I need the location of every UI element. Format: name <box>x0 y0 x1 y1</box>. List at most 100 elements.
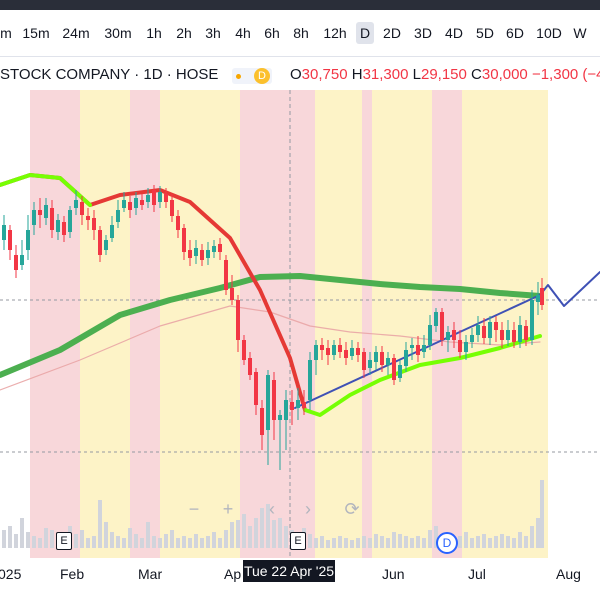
candle-body <box>386 358 390 365</box>
timeframe-d[interactable]: D <box>356 22 374 44</box>
volume-bar <box>470 538 474 548</box>
timeframe-15m[interactable]: 15m <box>22 25 50 41</box>
volume-bar <box>164 534 168 548</box>
timeframe-8h[interactable]: 8h <box>293 25 309 41</box>
timeframe-24m[interactable]: 24m <box>62 25 90 41</box>
volume-bar <box>392 532 396 548</box>
candle-body <box>524 326 528 340</box>
time-axis-label: Aug <box>556 566 581 582</box>
timeframe-2h[interactable]: 2h <box>176 25 192 41</box>
candle-body <box>140 200 144 205</box>
candle-body <box>212 246 216 252</box>
volume-bar <box>386 538 390 548</box>
scroll-right-button[interactable]: › <box>305 499 311 519</box>
timeframe-6d[interactable]: 6D <box>506 25 524 41</box>
volume-bar <box>398 534 402 548</box>
zoom-in-button[interactable]: + <box>222 499 234 519</box>
candle-body <box>8 230 12 250</box>
candle-body <box>98 230 102 255</box>
volume-bar <box>2 530 6 548</box>
candle-body <box>500 330 504 340</box>
timeframe-w[interactable]: W <box>573 25 587 41</box>
volume-bar <box>404 536 408 548</box>
candle-body <box>428 325 432 345</box>
close-label: C <box>471 66 482 83</box>
scroll-left-button[interactable]: ‹ <box>269 499 275 519</box>
volume-bar <box>8 526 12 548</box>
volume-bar <box>236 520 240 548</box>
candle-body <box>92 218 96 230</box>
candle-body <box>26 230 30 250</box>
price-chart[interactable] <box>0 90 600 558</box>
session-band-pink <box>130 90 160 558</box>
candle-body <box>20 255 24 265</box>
candle-body <box>392 358 396 380</box>
reset-chart-button[interactable]: ⟳ <box>344 499 360 519</box>
timeframe-m[interactable]: m <box>0 25 12 41</box>
candle-body <box>464 342 468 352</box>
volume-bar <box>212 532 216 548</box>
volume-bar <box>308 534 312 548</box>
volume-bar <box>176 538 180 548</box>
earnings-badge[interactable]: E <box>56 532 72 550</box>
timeframe-5d[interactable]: 5D <box>476 25 494 41</box>
high-label: H <box>351 66 363 83</box>
candle-body <box>302 402 306 408</box>
earnings-badge[interactable]: E <box>290 532 306 550</box>
candle-body <box>182 228 186 252</box>
candle-body <box>86 216 90 220</box>
candle-body <box>362 352 366 370</box>
volume-bar <box>512 538 516 548</box>
ma-long-line <box>0 273 543 378</box>
timeframe-10d[interactable]: 10D <box>536 25 562 41</box>
candle-body <box>446 332 450 340</box>
volume-bar <box>26 532 30 548</box>
volume-bar <box>410 538 414 548</box>
candle-body <box>242 340 246 360</box>
timeframe-4h[interactable]: 4h <box>235 25 251 41</box>
open-label: O <box>290 66 302 83</box>
timeframe-3h[interactable]: 3h <box>205 25 221 41</box>
volume-bar <box>20 518 24 548</box>
candle-body <box>236 300 240 340</box>
timeframe-12h[interactable]: 12h <box>323 25 347 41</box>
ma-fast-line-early <box>0 173 92 207</box>
candle-body <box>194 248 198 256</box>
candle-body <box>404 350 408 366</box>
volume-bar <box>80 530 84 548</box>
candle-body <box>80 202 84 215</box>
candle-body <box>2 225 6 240</box>
volume-bar <box>158 538 162 548</box>
volume-bar <box>200 538 204 548</box>
timeframe-4d[interactable]: 4D <box>445 25 463 41</box>
timeframe-2d[interactable]: 2D <box>383 25 401 41</box>
symbol-badge[interactable]: D <box>232 68 272 84</box>
timeframe-6h[interactable]: 6h <box>264 25 280 41</box>
timeframe-1h[interactable]: 1h <box>146 25 162 41</box>
volume-bar <box>122 538 126 548</box>
dividend-badge[interactable]: D <box>436 532 458 554</box>
data-source-badge: D <box>254 68 270 84</box>
symbol-title[interactable]: STOCK COMPANY · 1D · HOSE <box>0 66 219 83</box>
volume-bar <box>14 534 18 548</box>
volume-bar <box>500 534 504 548</box>
volume-bar <box>218 538 222 548</box>
volume-bar <box>266 504 270 548</box>
candle-body <box>200 250 204 260</box>
volume-bar <box>32 536 36 548</box>
volume-bar <box>242 514 246 548</box>
timeframe-3d[interactable]: 3D <box>414 25 432 41</box>
zoom-out-button[interactable]: − <box>188 499 200 519</box>
time-axis-label: Jun <box>382 566 405 582</box>
candle-body <box>374 352 378 362</box>
volume-bar <box>380 536 384 548</box>
time-axis: 025 Feb Mar Ap Jun Jul Aug <box>0 558 600 588</box>
session-bands <box>30 90 548 558</box>
volume-bar <box>464 532 468 548</box>
volume-bar <box>182 536 186 548</box>
volume-bar <box>230 522 234 548</box>
timeframe-30m[interactable]: 30m <box>104 25 132 41</box>
volume-bar <box>116 536 120 548</box>
volume-bar <box>476 536 480 548</box>
volume-bar <box>38 538 42 548</box>
